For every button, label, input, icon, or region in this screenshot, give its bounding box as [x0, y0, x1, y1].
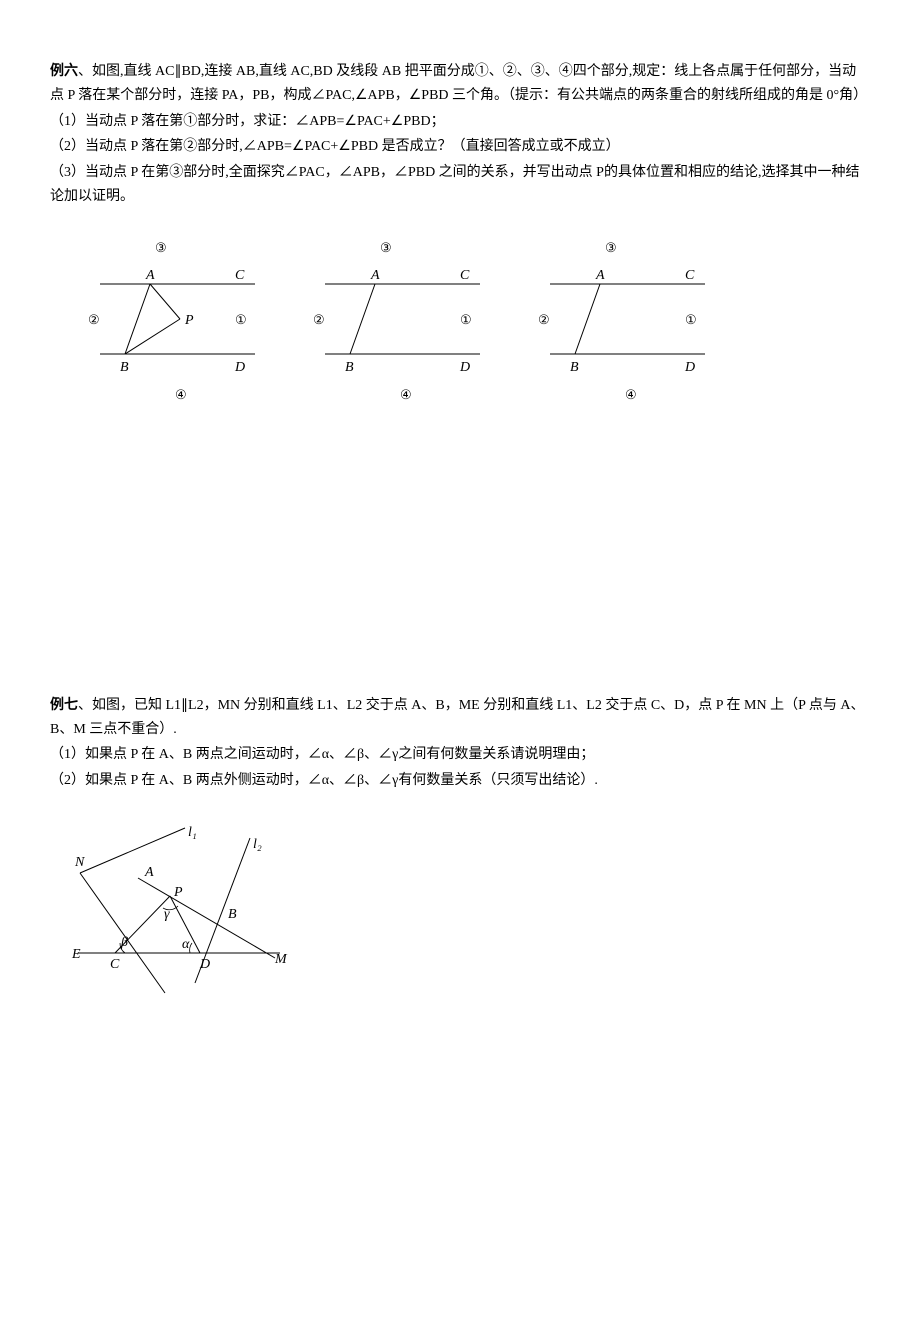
svg-text:①: ① — [235, 312, 247, 327]
svg-text:β: β — [120, 935, 128, 950]
svg-text:P: P — [173, 885, 183, 900]
svg-text:①: ① — [460, 312, 472, 327]
svg-text:③: ③ — [380, 240, 392, 255]
svg-text:A: A — [144, 865, 154, 880]
svg-text:M: M — [274, 952, 288, 967]
problem-6-q1: （1）当动点 P 落在第①部分时，求证：∠APB=∠PAC+∠PBD； — [50, 110, 870, 134]
svg-text:④: ④ — [400, 387, 412, 402]
problem-7-figure: l₁ l₂ N A P B E C D M α β γ — [70, 818, 300, 998]
problem-6-figures: ③ A C ② P ① B D ④ ③ A C ② ① B — [80, 234, 870, 414]
svg-text:②: ② — [538, 312, 550, 327]
svg-text:C: C — [235, 268, 245, 283]
problem-6-figure-2: ③ A C ② ① B D ④ — [305, 234, 500, 414]
svg-text:B: B — [228, 907, 237, 922]
svg-text:④: ④ — [175, 387, 187, 402]
svg-text:④: ④ — [625, 387, 637, 402]
problem-7: 例七、如图，已知 L1∥L2，MN 分别和直线 L1、L2 交于点 A、B，ME… — [50, 694, 870, 998]
svg-text:B: B — [345, 360, 354, 375]
svg-text:D: D — [459, 360, 470, 375]
svg-text:A: A — [370, 268, 380, 283]
svg-text:B: B — [570, 360, 579, 375]
problem-6-title: 例六 — [50, 64, 78, 79]
svg-text:C: C — [685, 268, 695, 283]
svg-text:D: D — [684, 360, 695, 375]
problem-7-intro: 、如图，已知 L1∥L2，MN 分别和直线 L1、L2 交于点 A、B，ME 分… — [50, 698, 864, 737]
svg-text:③: ③ — [605, 240, 617, 255]
svg-text:B: B — [120, 360, 129, 375]
svg-text:E: E — [71, 947, 81, 962]
problem-6-text: 例六、如图,直线 AC∥BD,连接 AB,直线 AC,BD 及线段 AB 把平面… — [50, 60, 870, 108]
svg-text:D: D — [234, 360, 245, 375]
svg-text:N: N — [74, 855, 85, 870]
svg-text:α: α — [182, 937, 190, 952]
problem-6-intro: 、如图,直线 AC∥BD,连接 AB,直线 AC,BD 及线段 AB 把平面分成… — [50, 64, 867, 103]
problem-6-figure-1: ③ A C ② P ① B D ④ — [80, 234, 275, 414]
problem-6-figure-3: ③ A C ② ① B D ④ — [530, 234, 725, 414]
problem-7-title: 例七 — [50, 698, 78, 713]
svg-text:l₁: l₁ — [188, 825, 197, 840]
svg-text:②: ② — [313, 312, 325, 327]
svg-text:①: ① — [685, 312, 697, 327]
svg-text:C: C — [460, 268, 470, 283]
svg-text:D: D — [199, 957, 210, 972]
problem-6-q2: （2）当动点 P 落在第②部分时,∠APB=∠PAC+∠PBD 是否成立？（直接… — [50, 135, 870, 159]
svg-text:l₂: l₂ — [253, 837, 262, 852]
problem-6-q3: （3）当动点 P 在第③部分时,全面探究∠PAC，∠APB，∠PBD 之间的关系… — [50, 161, 870, 209]
svg-text:A: A — [595, 268, 605, 283]
problem-7-q1: （1）如果点 P 在 A、B 两点之间运动时，∠α、∠β、∠γ之间有何数量关系请… — [50, 743, 870, 767]
problem-7-text: 例七、如图，已知 L1∥L2，MN 分别和直线 L1、L2 交于点 A、B，ME… — [50, 694, 870, 742]
svg-text:A: A — [145, 268, 155, 283]
svg-text:C: C — [110, 957, 120, 972]
svg-text:γ: γ — [164, 907, 170, 922]
problem-7-q2: （2）如果点 P 在 A、B 两点外侧运动时，∠α、∠β、∠γ有何数量关系（只须… — [50, 769, 870, 793]
svg-text:P: P — [184, 313, 194, 328]
svg-text:③: ③ — [155, 240, 167, 255]
problem-6: 例六、如图,直线 AC∥BD,连接 AB,直线 AC,BD 及线段 AB 把平面… — [50, 60, 870, 414]
svg-text:②: ② — [88, 312, 100, 327]
